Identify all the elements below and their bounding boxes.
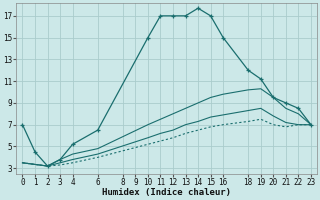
X-axis label: Humidex (Indice chaleur): Humidex (Indice chaleur) — [102, 188, 231, 197]
